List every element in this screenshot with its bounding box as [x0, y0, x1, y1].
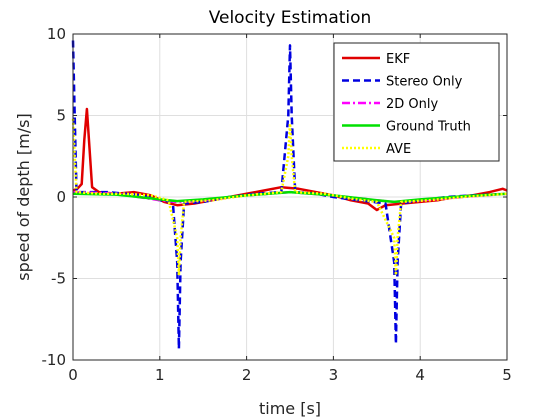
- x-tick-label: 3: [329, 366, 339, 384]
- series-line-ground-truth: [72, 190, 508, 204]
- y-tick-label: 5: [56, 107, 66, 125]
- legend: EKF Stereo Only 2D Only Ground Truth AVE: [333, 42, 500, 162]
- x-axis-label: time [s]: [259, 399, 321, 418]
- legend-label: 2D Only: [386, 97, 438, 112]
- x-tick-label: 1: [155, 366, 165, 384]
- legend-label: EKF: [386, 52, 410, 67]
- x-tick-label: 4: [415, 366, 425, 384]
- x-tick-label: 2: [242, 366, 252, 384]
- y-axis-label: speed of depth [m/s]: [14, 113, 33, 280]
- y-tick-label: 0: [56, 188, 66, 206]
- y-tick-label: -10: [42, 351, 67, 369]
- series-group: [71, 40, 508, 350]
- legend-label: Ground Truth: [386, 120, 471, 135]
- x-tick-label: 5: [502, 366, 512, 384]
- chart-title: Velocity Estimation: [209, 8, 372, 28]
- legend-label: AVE: [386, 142, 411, 157]
- y-tick-label: -5: [51, 270, 66, 288]
- ticks: 0 1 2 3 4 5 10 5 0 -5 -10: [42, 25, 512, 384]
- series-line-ave: [71, 118, 508, 277]
- x-tick-label: 0: [68, 366, 78, 384]
- y-tick-label: 10: [47, 25, 66, 43]
- legend-label: Stereo Only: [386, 75, 463, 90]
